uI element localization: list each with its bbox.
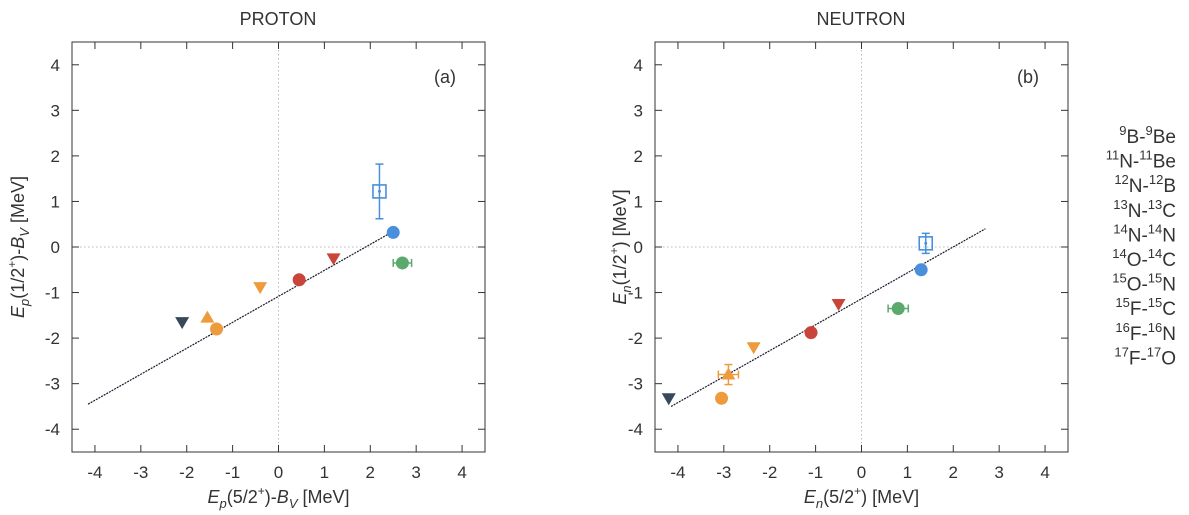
marker-circle	[891, 302, 905, 315]
y-tick-label: -3	[45, 375, 60, 394]
marker-down-triangle	[175, 317, 190, 330]
x-tick-label: -2	[762, 463, 777, 482]
legend-entry: 17F-17O	[1114, 344, 1176, 369]
y-tick-label: 1	[634, 192, 643, 211]
x-tick-label: -1	[225, 463, 240, 482]
y-tick-label: 2	[51, 147, 60, 166]
x-tick-label: -3	[133, 463, 148, 482]
chart-title: PROTON	[240, 9, 317, 29]
proton-panel: PROTON -4 -3 -2 -1 0 1 2 3 4 -4 -3 -2 -1 0 1 2 3 4 (a) Ep(5/…	[5, 9, 486, 511]
y-axis-label: Ep(1/2+)-BV [MeV]	[5, 176, 32, 318]
panel-label: (b)	[1017, 67, 1039, 87]
data-point	[253, 282, 268, 295]
x-tick-label: 1	[320, 463, 329, 482]
marker-circle	[386, 225, 400, 239]
x-tick-label: -4	[670, 463, 685, 482]
marker-down-triangle	[746, 342, 761, 355]
y-tick-label: 0	[634, 238, 643, 257]
x-tick-label: -2	[179, 463, 194, 482]
y-tick-label: 3	[51, 101, 60, 120]
marker-up-triangle	[200, 310, 215, 323]
legend-entry: 15F-15C	[1115, 295, 1176, 320]
data-point	[918, 232, 934, 255]
data-point	[210, 322, 224, 336]
marker-circle	[292, 273, 306, 287]
legend: 9B-9Be11N-11Be12N-12B13N-13C14N-14N14O-1…	[1106, 123, 1176, 369]
data-point	[804, 326, 818, 340]
x-tick-label: -1	[808, 463, 823, 482]
y-tick-label: -4	[628, 420, 643, 439]
panel-label: (a)	[434, 67, 456, 87]
neutron-panel: NEUTRON -4 -3 -2 -1 0 1 2 3 4 -4 -3 -2 -1 0 1 2 3 4 (b) En(5…	[607, 9, 1069, 511]
x-tick-label: -3	[716, 463, 731, 482]
marker-open-square	[372, 184, 387, 199]
fit-line	[87, 228, 399, 405]
y-tick-label: 1	[51, 192, 60, 211]
y-tick-label: -1	[45, 284, 60, 303]
y-tick-label: 4	[51, 56, 60, 75]
marker-down-triangle	[831, 298, 846, 311]
marker-open-square	[918, 236, 934, 251]
legend-entry: 15O-15N	[1112, 271, 1176, 296]
y-tick-label: 3	[634, 101, 643, 120]
legend-entry: 9B-9Be	[1119, 123, 1176, 148]
legend-entry: 14O-14C	[1112, 246, 1176, 271]
data-point	[392, 256, 413, 270]
marker-circle	[804, 326, 818, 340]
data-point	[661, 393, 676, 406]
data-point	[717, 363, 740, 386]
data-point	[372, 163, 387, 220]
x-tick-label: 4	[1040, 463, 1049, 482]
data-point	[914, 263, 928, 277]
x-tick-label: 3	[994, 463, 1003, 482]
marker-circle	[914, 263, 928, 277]
data-point	[887, 302, 910, 315]
x-tick-label: 4	[457, 463, 466, 482]
legend-entry: 16F-16N	[1115, 320, 1176, 345]
marker-circle	[395, 256, 409, 270]
marker-down-triangle	[326, 253, 341, 266]
y-axis-label: En(1/2+) [MeV]	[607, 189, 634, 304]
chart-title: NEUTRON	[817, 9, 906, 29]
x-tick-label: -4	[87, 463, 102, 482]
y-tick-label: -2	[628, 329, 643, 348]
data-point	[715, 391, 729, 405]
y-tick-label: -2	[45, 329, 60, 348]
x-tick-label: 0	[857, 463, 866, 482]
marker-center-dot	[924, 241, 928, 245]
x-axis-label: Ep(5/2+)-BV [MeV]	[208, 484, 350, 511]
y-tick-label: -4	[45, 420, 60, 439]
fit-line	[670, 228, 986, 407]
marker-down-triangle	[661, 393, 676, 406]
data-point	[292, 273, 306, 287]
legend-entry: 13N-13C	[1113, 197, 1176, 222]
x-tick-label: 3	[411, 463, 420, 482]
data-point	[746, 342, 761, 355]
x-tick-label: 2	[949, 463, 958, 482]
legend-entry: 11N-11Be	[1106, 148, 1176, 173]
y-tick-label: 4	[634, 56, 643, 75]
legend-entry: 14N-14N	[1113, 221, 1176, 246]
x-tick-label: 2	[366, 463, 375, 482]
y-tick-label: 0	[51, 238, 60, 257]
y-tick-label: -1	[628, 284, 643, 303]
marker-center-dot	[377, 189, 381, 193]
data-point	[326, 253, 341, 266]
legend-entry: 12N-12B	[1114, 172, 1176, 197]
data-point	[175, 317, 190, 330]
y-tick-label: 2	[634, 147, 643, 166]
data-point	[386, 225, 400, 239]
data-point	[831, 298, 846, 311]
marker-up-triangle	[721, 367, 736, 380]
data-point	[200, 310, 215, 323]
x-tick-label: 0	[274, 463, 283, 482]
y-tick-label: -3	[628, 375, 643, 394]
marker-down-triangle	[253, 282, 268, 295]
x-axis-label: En(5/2+) [MeV]	[804, 484, 919, 511]
marker-circle	[715, 391, 729, 405]
x-tick-label: 1	[903, 463, 912, 482]
marker-circle	[210, 322, 224, 336]
